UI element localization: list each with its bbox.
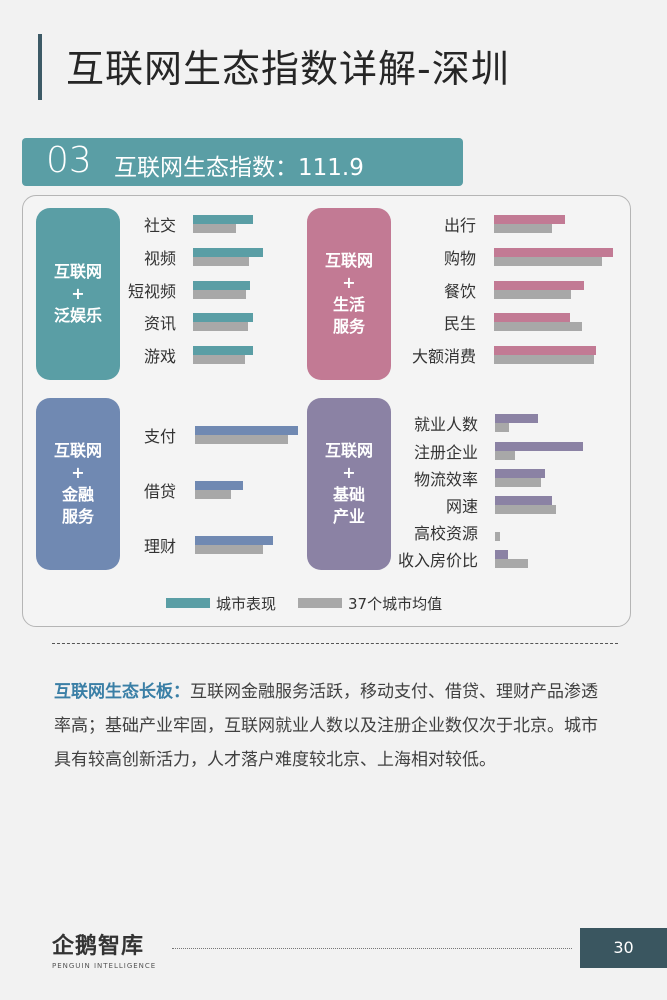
category-box-0: 互联网 + 泛娱乐 [36,208,120,380]
bar-city [494,248,613,257]
bar-label: 游戏 [143,347,176,366]
summary-key: 互联网生态长板： [54,682,190,702]
bar-avg [193,355,245,364]
bar-avg [494,355,594,364]
bar-avg [495,478,541,487]
bar-city [495,414,538,423]
bar-city [495,496,552,505]
bar-city [193,281,250,290]
bar-avg [495,451,515,460]
bar-city [195,536,273,545]
footer-dotted-line [172,948,572,949]
bar-city [494,281,584,290]
bar-city [195,426,298,435]
bar-label: 物流效率 [413,470,478,489]
section-number: 03 [46,140,92,181]
bar-label: 高校资源 [413,524,478,543]
title-accent-bar [38,34,42,100]
bar-label: 短视频 [127,282,176,301]
bar-label: 理财 [143,537,176,556]
bar-city [494,346,596,355]
bar-city [495,550,508,559]
dashed-divider [52,643,618,644]
penguin-logo: 企鹅智库 PENGUIN INTELLIGENCE [52,928,164,972]
bar-avg [195,435,288,444]
bar-label: 购物 [443,249,476,268]
bar-avg [495,559,528,568]
bar-city [193,313,253,322]
bar-label: 大额消费 [411,347,476,366]
bar-label: 借贷 [143,482,176,501]
bar-city [494,215,565,224]
bar-avg [494,224,552,233]
bar-label: 网速 [445,497,478,516]
bar-city [495,442,583,451]
bar-avg [495,423,509,432]
logo-main-text: 企鹅智库 [52,934,145,959]
bar-label: 资讯 [143,314,176,333]
legend-label-city: 城市表现 [216,595,277,613]
bar-label: 就业人数 [413,415,478,434]
bar-label: 出行 [443,216,476,235]
bar-city [193,346,253,355]
bar-label: 餐饮 [443,282,476,301]
bar-label: 民生 [443,314,476,333]
bar-city [193,248,263,257]
bar-city [193,215,253,224]
bar-label: 社交 [143,216,176,235]
bar-avg [195,490,231,499]
bar-avg [193,322,248,331]
bar-label: 注册企业 [413,443,478,462]
bar-avg [193,224,236,233]
bar-label: 支付 [143,427,176,446]
page-number: 30 [580,928,667,968]
bar-avg [494,322,582,331]
logo-sub-text: PENGUIN INTELLIGENCE [52,962,157,970]
page-title: 互联网生态指数详解-深圳 [66,47,510,91]
bar-city [195,481,243,490]
bar-city [494,313,570,322]
section-label: 互联网生态指数：111.9 [114,155,364,181]
bar-label: 收入房价比 [397,551,478,570]
bar-avg [494,290,571,299]
bar-avg [193,257,249,266]
category-box-3: 互联网 + 基础 产业 [307,398,391,570]
bar-city [495,469,545,478]
bar-avg [193,290,246,299]
bar-avg [494,257,602,266]
legend-swatch-city [166,598,210,608]
summary-text: 互联网金融服务活跃，移动支付、借贷、理财产品渗透率高；基础产业牢固，互联网就业人… [54,682,598,770]
bar-avg [495,505,556,514]
summary-paragraph: 互联网生态长板：互联网金融服务活跃，移动支付、借贷、理财产品渗透率高；基础产业牢… [54,675,614,777]
bar-label: 视频 [143,249,176,268]
legend-label-avg: 37个城市均值 [348,595,443,613]
section-header: 03 互联网生态指数：111.9 [22,138,463,186]
legend-swatch-avg [298,598,342,608]
category-box-2: 互联网 + 金融 服务 [36,398,120,570]
category-box-1: 互联网 + 生活 服务 [307,208,391,380]
bar-avg [495,532,500,541]
bar-avg [195,545,263,554]
